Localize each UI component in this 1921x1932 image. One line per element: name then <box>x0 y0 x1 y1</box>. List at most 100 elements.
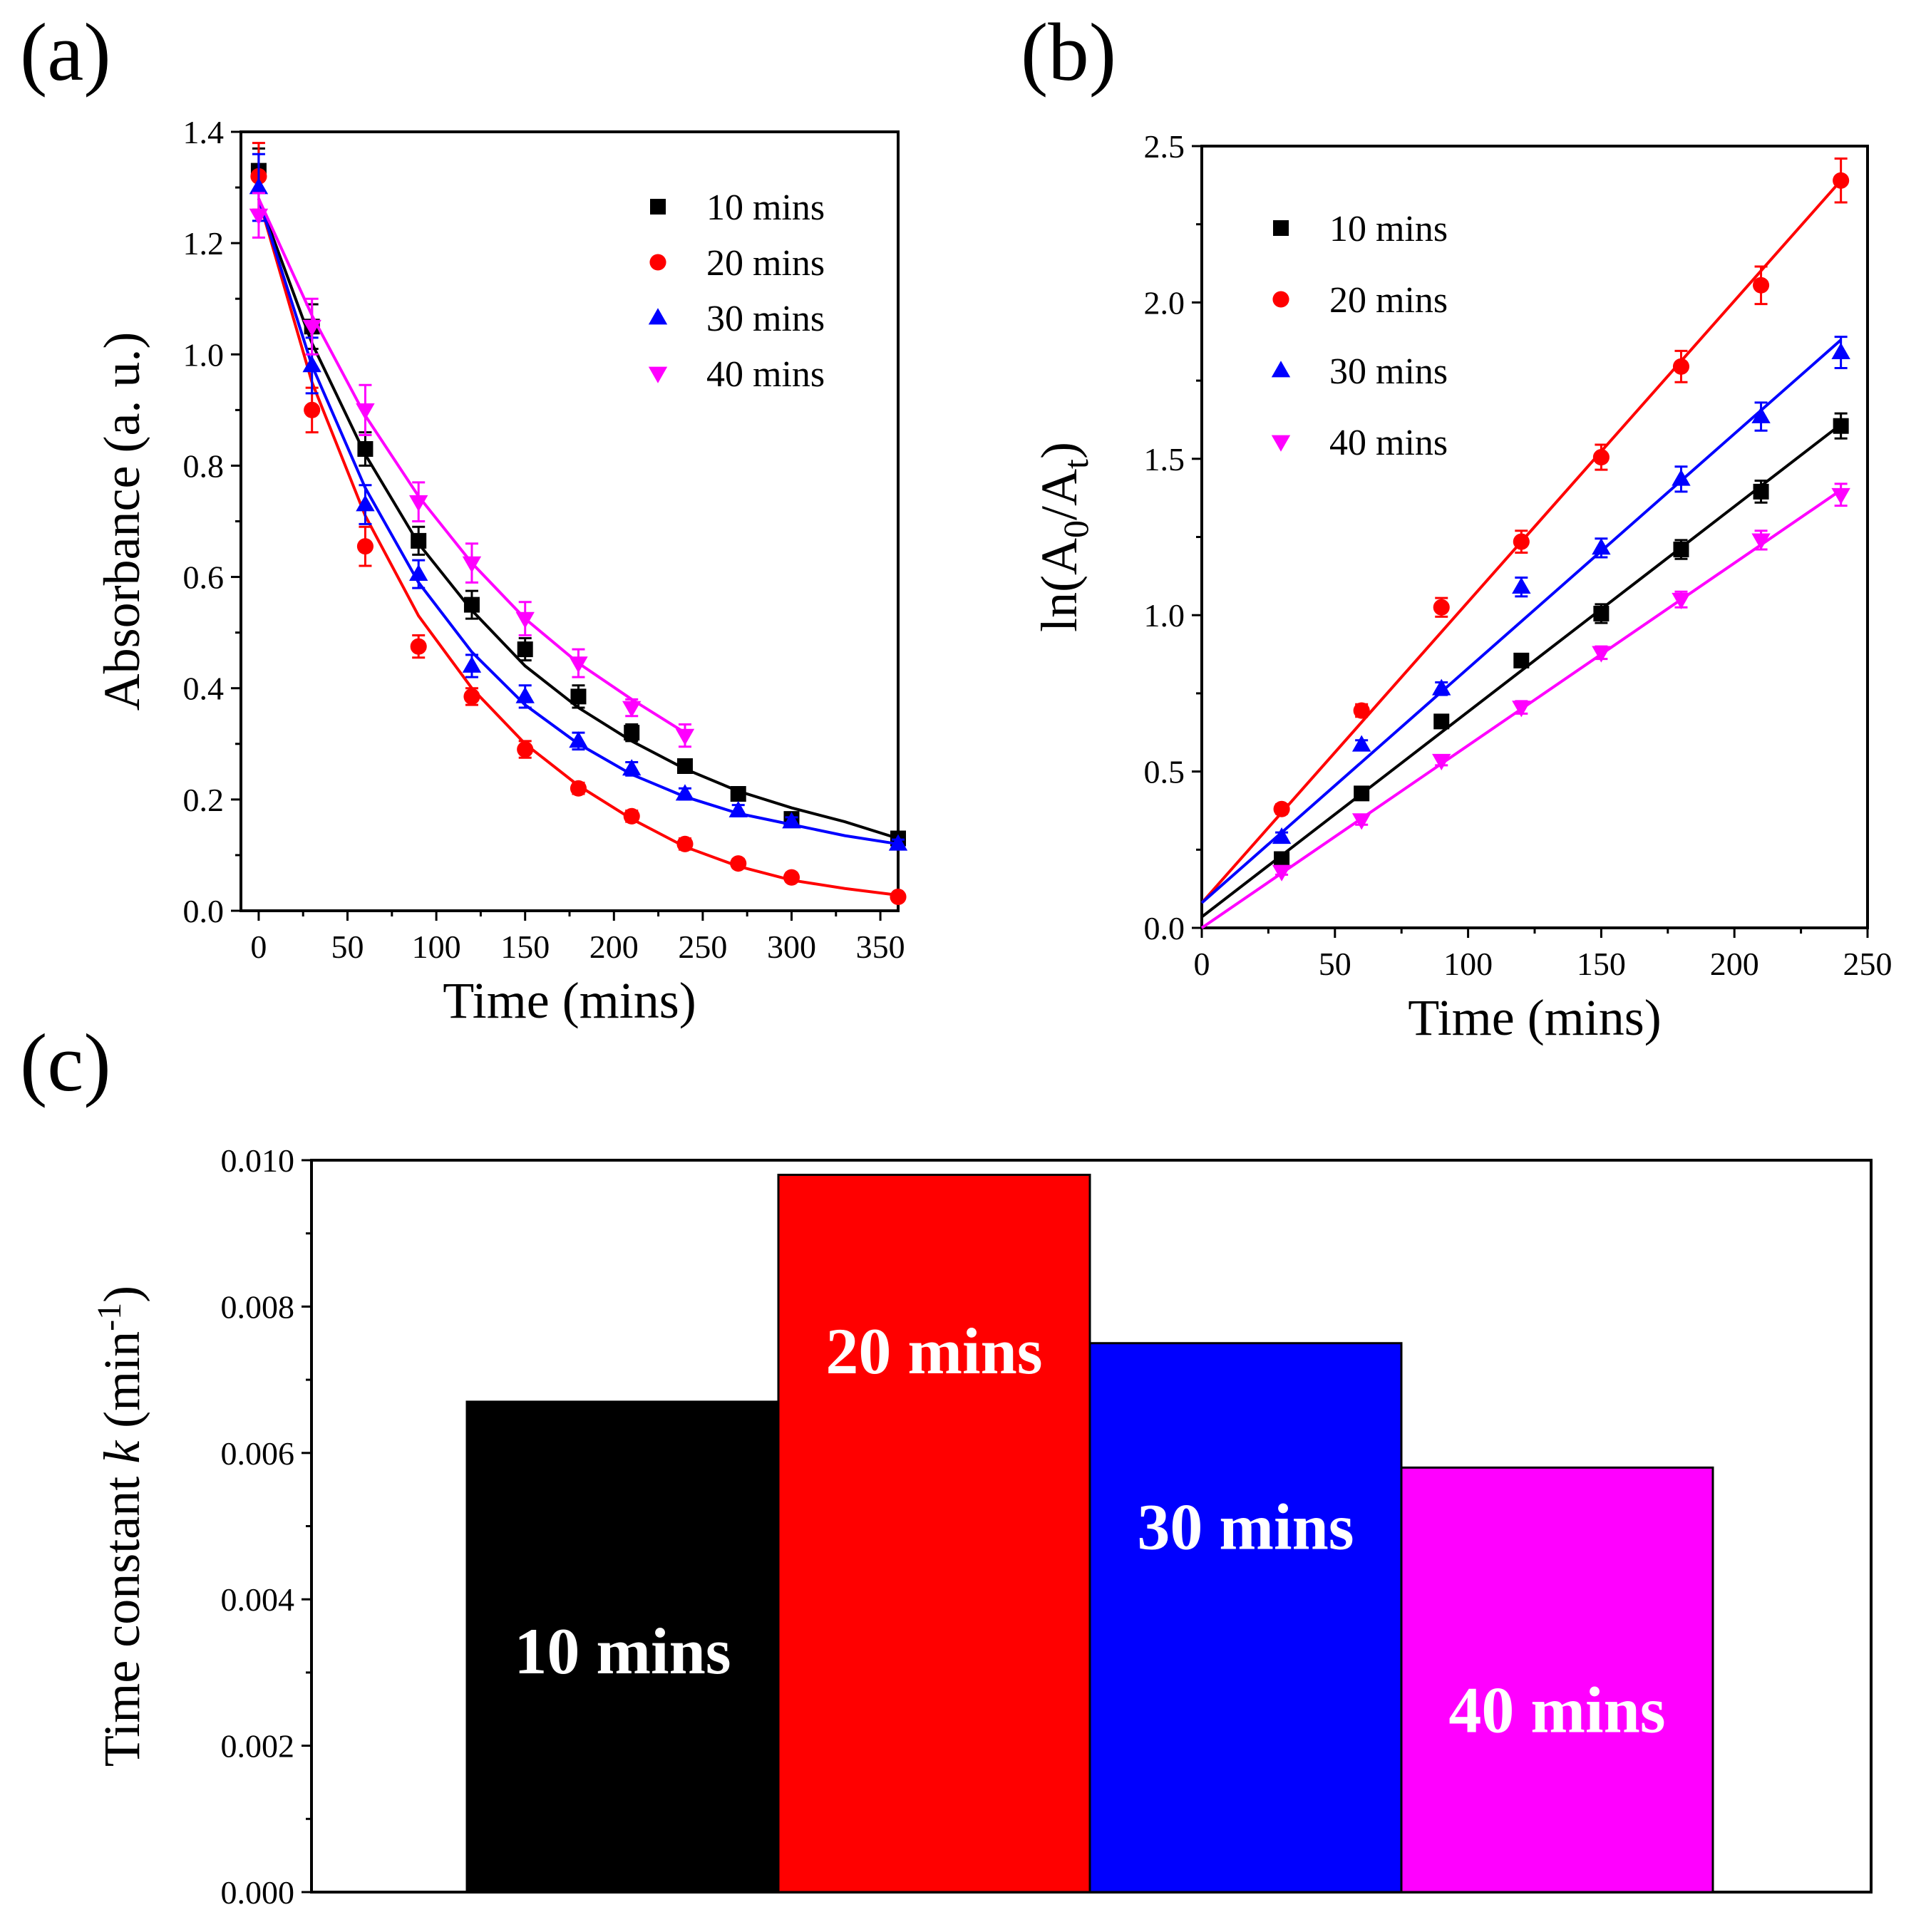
panel-a-data-point <box>622 759 642 776</box>
panel-c-y-tick-label: 0.002 <box>221 1728 295 1765</box>
panel-a-data-point <box>249 208 269 225</box>
panel-a-legend-label: 10 mins <box>706 187 825 228</box>
panel-c-bar-40-mins <box>1400 1466 1714 1894</box>
panel-b-data-point <box>1351 735 1371 752</box>
panel-b-legend-label: 40 mins <box>1329 423 1448 463</box>
panel-b-data-point <box>1273 800 1290 817</box>
panel-b-data-point <box>1432 753 1451 770</box>
panel-a-data-point <box>302 356 321 373</box>
panel-b-data-point <box>1351 813 1371 830</box>
panel-b-data-point <box>1272 864 1292 882</box>
panel-b-data-point <box>1833 172 1850 189</box>
panel-a-y-tick-label: 1.4 <box>183 114 225 150</box>
panel-a-data-point <box>356 495 375 512</box>
panel-b-legend-label: 30 mins <box>1329 351 1448 392</box>
panel-b-y-axis-subscript: t <box>1056 459 1096 469</box>
panel-a-data-point <box>411 532 427 549</box>
panel-b-data-point <box>1753 277 1770 294</box>
panel-a-x-tick-label: 300 <box>767 929 816 965</box>
panel-b-data-point <box>1753 483 1769 500</box>
panel-a-y-tick-label: 0.8 <box>183 448 225 484</box>
panel-a-data-point <box>675 728 695 745</box>
panel-a-legend-marker <box>648 308 668 325</box>
panel-b-data-point <box>1512 701 1531 718</box>
panel-b-data-point <box>1513 652 1530 668</box>
panel-c-bar-20-mins <box>777 1174 1091 1894</box>
panel-a-x-tick-label: 0 <box>250 929 267 965</box>
panel-b-legend-label: 10 mins <box>1329 209 1448 249</box>
panel-b-data-point <box>1353 702 1370 719</box>
panel-b-data-point <box>1512 577 1531 594</box>
panel-a-data-point <box>408 495 428 512</box>
panel-a-x-tick-label: 50 <box>331 929 364 965</box>
panel-a-legend-label: 40 mins <box>706 354 825 395</box>
panel-a-data-point <box>728 800 748 817</box>
panel-a-legend-marker <box>649 254 666 271</box>
panel-a-data-point <box>462 656 482 673</box>
panel-a-data-point <box>356 403 375 420</box>
panel-b-data-point <box>1831 342 1850 359</box>
panel-a-data-point <box>304 401 321 418</box>
panel-a-data-point <box>569 656 588 673</box>
panel-b-legend-marker <box>1272 291 1289 308</box>
panel-b-y-axis-subscript: 0 <box>1056 520 1096 538</box>
panel-a-series-20-mins <box>250 142 907 906</box>
panel-a-x-tick-label: 100 <box>412 929 461 965</box>
panel-a-legend: 10 mins 20 mins 30 mins 40 mins <box>648 187 825 395</box>
panel-a-data-point <box>730 786 746 802</box>
panel-c-y-axis-text: (min <box>93 1331 150 1441</box>
panel-b-x-tick-label: 150 <box>1577 946 1626 982</box>
panel-a-legend-label: 20 mins <box>706 243 825 284</box>
panel-b-data-point <box>1274 851 1290 867</box>
panel-b-legend-marker <box>1273 220 1289 236</box>
panel-b-data-point <box>1592 449 1610 466</box>
panel-a-series-40-mins <box>249 192 695 748</box>
panel-a-data-point <box>569 731 588 748</box>
panel-a-data-point <box>676 758 693 775</box>
panel-b-data-point <box>1672 358 1690 375</box>
panel-a-data-point <box>624 725 640 741</box>
panel-b-series-10-mins <box>1200 412 1849 919</box>
panel-b-data-point <box>1672 592 1691 610</box>
panel-c-y-axis-title: Time constant k (min-1) <box>91 1286 150 1767</box>
panel-b-fit-line-30-mins <box>1200 339 1842 904</box>
panel-a-chart: 0 50 100 150 200 250 300 350 0.0 0.2 0.4 0.6 0.8 1.0 1… <box>93 114 908 1029</box>
panel-a-data-point <box>357 441 374 458</box>
panel-b-legend-label: 20 mins <box>1329 280 1448 321</box>
panel-c-y-axis-text: Time constant <box>93 1464 150 1767</box>
panel-a-y-axis-title: Absorbance (a. u.) <box>93 332 150 711</box>
panel-a-data-point <box>408 564 428 582</box>
panel-c-y-tick-label: 0.008 <box>221 1288 295 1325</box>
panel-a-data-point <box>515 686 535 703</box>
panel-b-data-point <box>1513 533 1530 550</box>
panel-b-legend-marker <box>1271 361 1291 378</box>
panel-b-legend: 10 mins 20 mins 30 mins 40 mins <box>1271 209 1448 463</box>
panel-a-data-point <box>888 834 908 851</box>
panel-b-y-tick-label: 1.5 <box>1144 441 1185 477</box>
panel-a-data-point <box>890 888 907 906</box>
panel-c-bar-30-mins <box>1088 1342 1403 1894</box>
panel-b-data-point <box>1672 469 1691 486</box>
panel-b-data-point <box>1592 538 1611 555</box>
panel-c-y-tick-label: 0.010 <box>221 1142 295 1179</box>
panel-c-bar-label-40-mins: 40 mins <box>1448 1673 1665 1746</box>
panel-c-y-tick-label: 0.006 <box>221 1435 295 1472</box>
panel-b-fit-line-10-mins <box>1200 423 1842 919</box>
panel-b-data-point <box>1831 487 1850 505</box>
panel-a-y-tick-label: 1.2 <box>183 225 225 262</box>
panel-b-y-tick-label: 0.0 <box>1144 910 1185 946</box>
panel-b-letter: (b) <box>1021 7 1116 98</box>
panel-a-data-point <box>517 641 533 658</box>
panel-a-data-point <box>623 807 640 825</box>
panel-b-series-20-mins <box>1200 157 1850 904</box>
panel-c-bar-label-30-mins: 30 mins <box>1137 1491 1354 1564</box>
panel-a-x-tick-label: 250 <box>678 929 727 965</box>
panel-a-data-point <box>622 701 642 718</box>
panel-a-x-tick-label: 350 <box>856 929 905 965</box>
panel-c-y-tick-label: 0.000 <box>221 1874 295 1911</box>
panel-a-data-point <box>462 556 482 573</box>
panel-a-legend-marker <box>650 199 666 215</box>
panel-b-x-tick-label: 200 <box>1710 946 1759 982</box>
panel-a-y-tick-label: 0.6 <box>183 559 225 596</box>
